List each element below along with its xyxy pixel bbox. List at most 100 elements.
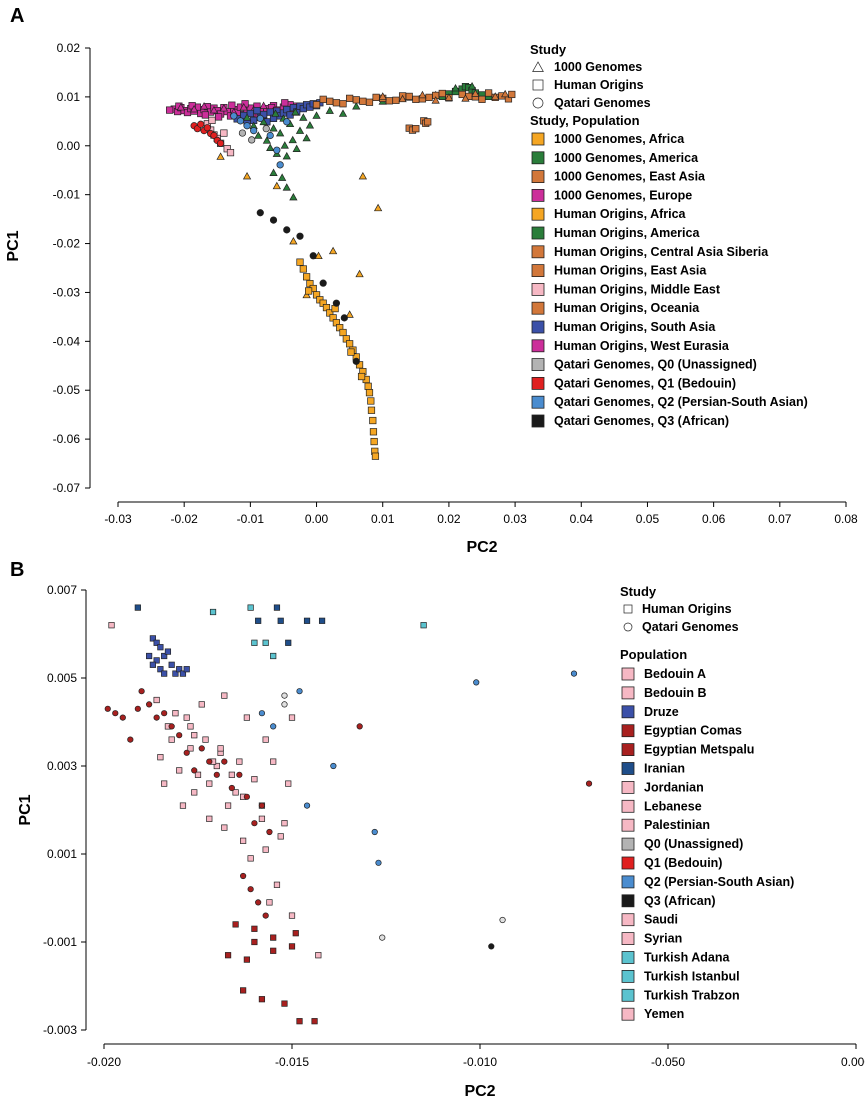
data-point [243, 122, 251, 130]
data-point [251, 938, 258, 946]
data-point [305, 287, 313, 295]
data-point [501, 89, 510, 98]
x-tick-label: 0.01 [371, 512, 395, 526]
data-point [134, 604, 141, 611]
data-point [258, 710, 266, 717]
x-tick-label: -0.015 [275, 1055, 309, 1069]
legend-swatch [531, 414, 545, 428]
data-point [176, 103, 186, 111]
panel-b-y-title: PC1 [17, 794, 34, 825]
data-point [269, 124, 278, 132]
legend-swatch [531, 245, 545, 259]
data-point [255, 899, 262, 906]
data-point [570, 670, 578, 677]
y-tick-label: -0.05 [53, 383, 81, 397]
legend-population-item: Q1 (Bedouin) [644, 856, 722, 870]
data-point [485, 89, 493, 97]
legend-population-item: 1000 Genomes, East Asia [554, 170, 706, 184]
legend-population-item: Qatari Genomes, Q0 (Unassigned) [554, 358, 757, 372]
legend-swatch [531, 320, 545, 334]
y-tick-label: -0.02 [53, 237, 81, 251]
data-point [302, 133, 311, 142]
data-point [216, 152, 225, 160]
legend-population-item: Human Origins, Africa [554, 207, 687, 221]
data-point [319, 95, 327, 103]
legend-swatch [621, 970, 635, 983]
data-point [191, 767, 198, 774]
data-point [168, 661, 175, 668]
data-point [281, 1000, 288, 1007]
data-point [315, 952, 322, 959]
data-point [392, 96, 400, 104]
data-point [438, 89, 446, 98]
legend-population-item: Human Origins, Oceania [554, 301, 700, 315]
legend-study-title: Study [620, 584, 657, 599]
data-point [224, 952, 232, 959]
data-point [379, 934, 386, 941]
legend-swatch [621, 875, 635, 889]
data-point [247, 604, 254, 611]
data-point [236, 117, 245, 125]
data-point [369, 428, 378, 436]
data-point [398, 94, 407, 103]
legend-shape-circle-icon [532, 97, 544, 109]
data-point [305, 121, 315, 129]
legend-study-item: Qatari Genomes [642, 620, 739, 634]
x-tick-label: -0.03 [104, 512, 132, 526]
data-point [277, 833, 284, 840]
data-point [385, 97, 393, 105]
data-point [346, 94, 354, 102]
y-tick-label: -0.003 [43, 1023, 77, 1037]
data-point [273, 604, 281, 611]
data-point [247, 855, 254, 862]
data-point [153, 714, 160, 721]
data-point [255, 617, 262, 624]
y-tick-label: 0.003 [47, 759, 77, 773]
legend-swatch [621, 762, 635, 775]
data-point [149, 635, 156, 642]
legend-population-title: Population [620, 647, 687, 662]
legend-population-item: Syrian [644, 932, 682, 946]
legend-swatch [621, 988, 635, 1002]
panel-b-y-ticks: 0.007 0.005 0.003 0.001 -0.001 -0.003 [43, 583, 86, 1037]
data-point [176, 666, 183, 673]
data-point [248, 136, 256, 144]
legend-shape-circle-icon [623, 622, 633, 632]
legend-population-item: Jordanian [644, 780, 704, 794]
x-tick-label: 0.05 [636, 512, 660, 526]
data-point [266, 899, 273, 906]
data-point [146, 652, 153, 660]
legend-population-item: Q2 (Persian-South Asian) [644, 875, 794, 889]
data-point [291, 107, 300, 116]
data-point [191, 789, 198, 796]
legend-swatch [531, 358, 545, 372]
data-point [412, 125, 420, 133]
data-point [352, 96, 360, 104]
data-point [189, 104, 199, 113]
data-point [288, 943, 296, 950]
data-point [220, 129, 228, 137]
data-point [273, 881, 281, 888]
legend-shape-square-icon [623, 604, 633, 614]
data-point [157, 644, 164, 651]
legend-swatch [531, 301, 545, 315]
data-point [499, 916, 506, 924]
legend-swatch [531, 188, 545, 202]
data-point [258, 815, 266, 822]
data-point [367, 406, 376, 414]
data-point [357, 372, 366, 381]
y-tick-label: -0.06 [53, 432, 81, 446]
data-point [296, 1018, 303, 1025]
data-point [127, 736, 134, 743]
data-point [288, 912, 296, 919]
legend-swatch [621, 837, 635, 851]
panel-b-x-title: PC2 [464, 1083, 495, 1100]
data-point [243, 793, 250, 800]
data-point [370, 437, 378, 446]
panel-b-legend: Study Human Origins Qatari Genomes Populati… [620, 584, 794, 1021]
data-point [183, 714, 190, 721]
data-point [352, 102, 361, 110]
data-point [270, 947, 277, 954]
data-point [288, 714, 296, 721]
data-point [199, 102, 209, 110]
